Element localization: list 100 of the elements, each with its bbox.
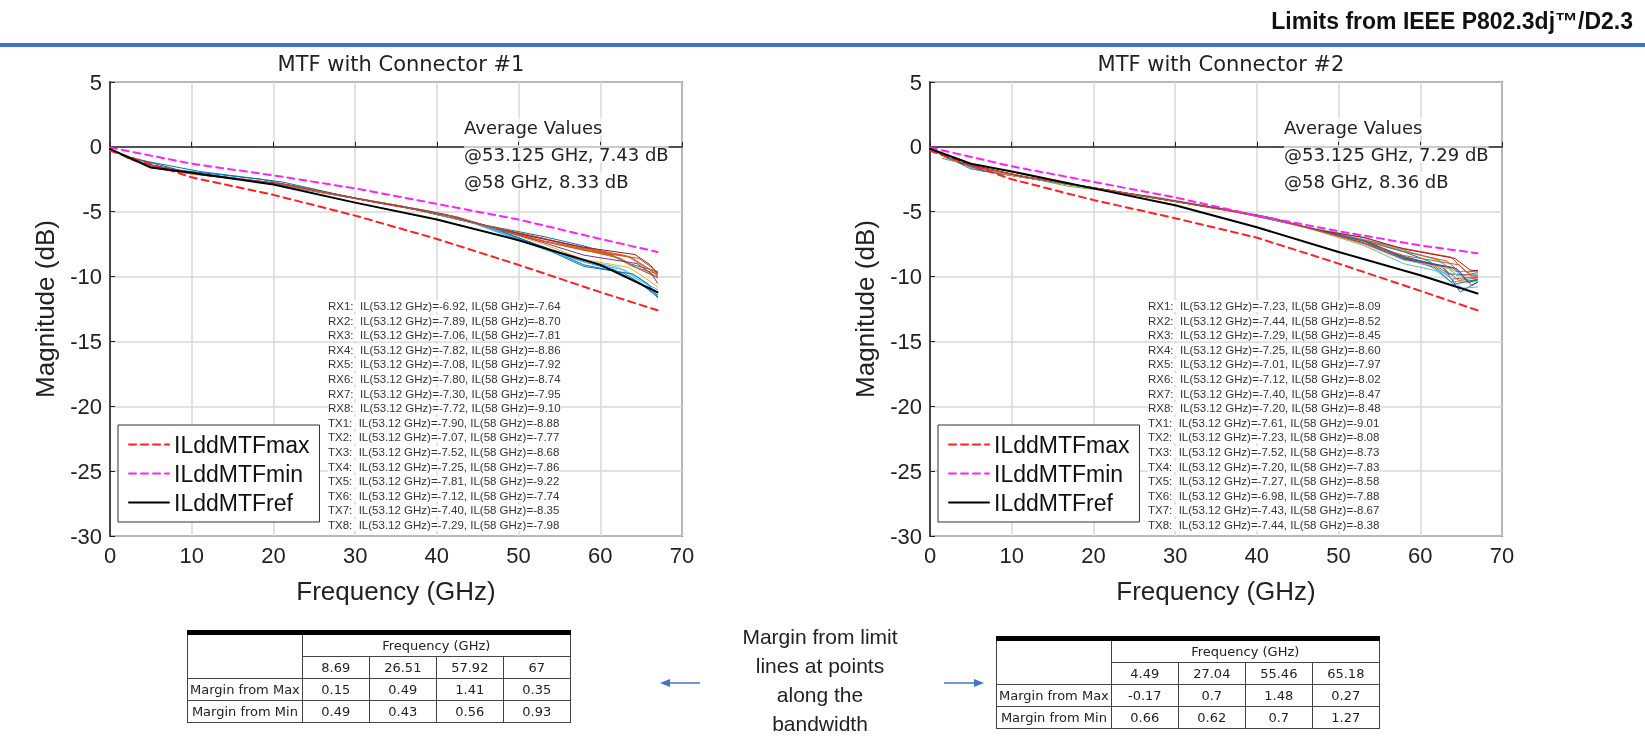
text: 4.49: [1111, 662, 1179, 685]
x-tick-label: 40: [1244, 542, 1270, 568]
y-tick-label: -5: [82, 199, 102, 225]
x-tick-label: 50: [1326, 542, 1351, 568]
text: 0.7: [1178, 684, 1246, 707]
annotation: RX1: IL(53.12 GHz)=-6.92, IL(58 GHz)=-7.64: [328, 300, 562, 312]
x-tick-label: 10: [179, 542, 204, 568]
annotation: TX4: IL(53.12 GHz)=-7.20, IL(58 GHz)=-7.83: [1148, 460, 1380, 473]
annotation: TX1: IL(53.12 GHz)=-7.90, IL(58 GHz)=-8.88: [328, 416, 560, 429]
annotation: @58 GHz, 8.36 dB: [1284, 170, 1449, 192]
annotation: RX8: IL(53.12 GHz)=-7.72, IL(58 GHz)=-9.10: [328, 402, 561, 415]
text: 0.49: [302, 700, 370, 723]
text: 0.62: [1178, 706, 1246, 729]
text: 1.27: [1312, 706, 1380, 729]
x-tick-label: 10: [999, 542, 1024, 568]
annotation: TX7: IL(53.12 GHz)=-7.40, IL(58 GHz)=-8.35: [328, 504, 560, 517]
annotation: TX6: IL(53.12 GHz)=-6.98, IL(58 GHz)=-7.88: [1148, 489, 1380, 502]
text: 67: [503, 656, 571, 679]
x-tick-label: 30: [1162, 542, 1188, 568]
legend-label: ILddMTFmax: [994, 431, 1130, 458]
x-tick-label: 40: [424, 542, 450, 568]
y-tick-label: -25: [890, 458, 922, 484]
text: Limits from IEEE P802.3dj™/D2.3: [1271, 8, 1633, 35]
text: Frequency (GHz): [302, 632, 571, 657]
text: 0.27: [1312, 684, 1380, 707]
text: 55.46: [1245, 662, 1313, 685]
text: 0.66: [1111, 706, 1179, 729]
annotation: RX4: IL(53.12 GHz)=-7.25, IL(58 GHz)=-8.60: [1148, 343, 1381, 356]
text: Margin from limit lines at points along the bandwidth: [741, 624, 899, 737]
y-tick-label: -30: [70, 523, 102, 549]
annotation: RX3: IL(53.12 GHz)=-7.29, IL(58 GHz)=-8.45: [1148, 329, 1381, 342]
annotation: RX7: IL(53.12 GHz)=-7.40, IL(58 GHz)=-8.47: [1148, 387, 1381, 400]
y-tick-label: 5: [909, 69, 922, 95]
annotation: RX1: IL(53.12 GHz)=-7.23, IL(58 GHz)=-8.09: [1148, 300, 1381, 312]
annotation: RX5: IL(53.12 GHz)=-7.01, IL(58 GHz)=-7.97: [1148, 358, 1381, 371]
annotation: TX5: IL(53.12 GHz)=-7.81, IL(58 GHz)=-9.22: [328, 475, 560, 488]
annotation: RX6: IL(53.12 GHz)=-7.80, IL(58 GHz)=-8.74: [328, 373, 562, 385]
annotation: RX6: IL(53.12 GHz)=-7.12, IL(58 GHz)=-8.02: [1148, 373, 1381, 385]
chart-title: MTF with Connector #2: [1097, 51, 1345, 76]
text: 0.15: [302, 678, 370, 701]
legend-label: ILddMTFref: [174, 489, 294, 516]
text: Margin from Min: [187, 700, 303, 723]
annotation: @58 GHz, 8.33 dB: [464, 170, 629, 192]
text: 8.69: [302, 656, 370, 679]
y-tick-label: -15: [890, 328, 922, 354]
text: 0.49: [369, 678, 437, 701]
annotation: RX4: IL(53.12 GHz)=-7.82, IL(58 GHz)=-8.86: [328, 343, 561, 356]
text: 0.43: [369, 700, 437, 723]
x-axis-title: Frequency (GHz): [296, 576, 496, 606]
y-tick-label: -20: [890, 393, 922, 419]
x-tick-label: 70: [1489, 542, 1515, 568]
legend-label: ILddMTFmax: [174, 431, 310, 458]
text: Margin from Max: [996, 684, 1112, 707]
x-tick-label: 70: [669, 542, 695, 568]
annotation: TX8: IL(53.12 GHz)=-7.29, IL(58 GHz)=-7.98: [328, 519, 560, 531]
y-tick-label: 0: [89, 134, 102, 160]
text: 0.35: [503, 678, 571, 701]
chart-title: MTF with Connector #1: [277, 51, 525, 76]
legend-label: ILddMTFref: [994, 489, 1114, 516]
x-tick-label: 50: [506, 542, 531, 568]
annotation: @53.125 GHz, 7.29 dB: [1284, 143, 1489, 165]
text: 65.18: [1312, 662, 1380, 685]
annotation: TX7: IL(53.12 GHz)=-7.43, IL(58 GHz)=-8.67: [1148, 504, 1380, 517]
y-tick-label: -30: [890, 523, 922, 549]
x-axis-title: Frequency (GHz): [1116, 576, 1316, 606]
annotation: @53.125 GHz, 7.43 dB: [464, 143, 669, 165]
y-tick-label: 5: [89, 69, 102, 95]
annotation: RX2: IL(53.12 GHz)=-7.89, IL(58 GHz)=-8.70: [328, 314, 561, 327]
annotation: RX2: IL(53.12 GHz)=-7.44, IL(58 GHz)=-8.52: [1148, 314, 1381, 327]
text: Margin from Max: [187, 678, 303, 701]
text: 0.93: [503, 700, 571, 723]
x-tick-label: 60: [1408, 542, 1433, 568]
text: 1.48: [1245, 684, 1313, 707]
y-tick-label: -15: [70, 328, 102, 354]
y-tick-label: -20: [70, 393, 102, 419]
text: 1.41: [436, 678, 504, 701]
legend-label: ILddMTFmin: [174, 460, 304, 487]
annotation: RX7: IL(53.12 GHz)=-7.30, IL(58 GHz)=-7.95: [328, 387, 561, 400]
y-tick-label: -5: [902, 199, 922, 225]
text: 57.92: [436, 656, 504, 679]
legend-label: ILddMTFmin: [994, 460, 1124, 487]
annotation: TX4: IL(53.12 GHz)=-7.25, IL(58 GHz)=-7.86: [328, 460, 560, 473]
text: 26.51: [369, 656, 437, 679]
annotation: TX3: IL(53.12 GHz)=-7.52, IL(58 GHz)=-8.73: [1148, 446, 1380, 458]
x-tick-label: 20: [261, 542, 286, 568]
text: Frequency (GHz): [1111, 638, 1380, 663]
annotation: TX1: IL(53.12 GHz)=-7.61, IL(58 GHz)=-9.01: [1148, 416, 1380, 429]
annotation: RX8: IL(53.12 GHz)=-7.20, IL(58 GHz)=-8.48: [1148, 402, 1381, 415]
x-tick-label: 20: [1081, 542, 1106, 568]
y-axis-title: Magnitude (dB): [30, 220, 60, 398]
annotation: TX2: IL(53.12 GHz)=-7.07, IL(58 GHz)=-7.77: [328, 431, 560, 444]
text: 0.7: [1245, 706, 1313, 729]
annotation: TX3: IL(53.12 GHz)=-7.52, IL(58 GHz)=-8.68: [328, 446, 560, 458]
text: 27.04: [1178, 662, 1246, 685]
annotation: RX3: IL(53.12 GHz)=-7.06, IL(58 GHz)=-7.81: [328, 329, 561, 342]
x-tick-label: 30: [342, 542, 368, 568]
annotation: TX5: IL(53.12 GHz)=-7.27, IL(58 GHz)=-8.58: [1148, 475, 1380, 488]
annotation: RX5: IL(53.12 GHz)=-7.08, IL(58 GHz)=-7.92: [328, 358, 561, 371]
annotation: Average Values: [464, 116, 603, 138]
annotation: TX2: IL(53.12 GHz)=-7.23, IL(58 GHz)=-8.08: [1148, 431, 1380, 444]
